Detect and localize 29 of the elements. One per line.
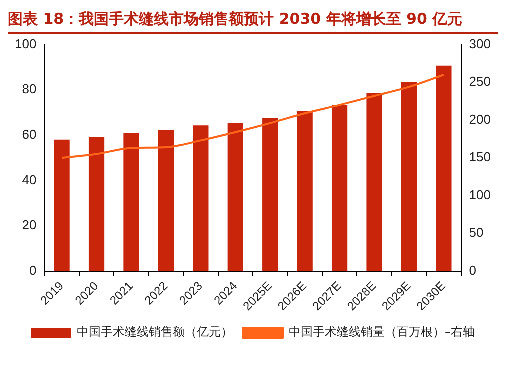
y2-tick-label: 0 [469, 262, 477, 278]
y2-tick-label: 100 [469, 187, 492, 202]
bar [366, 93, 382, 272]
bar [158, 130, 174, 272]
y-tick-label: 60 [22, 126, 37, 142]
bar [297, 111, 313, 272]
line-series [61, 74, 445, 160]
y-tick-label: 100 [14, 36, 37, 52]
y-tick-label: 80 [22, 82, 37, 97]
y-tick-label: 0 [29, 262, 37, 278]
bar [332, 105, 348, 272]
bar [124, 133, 140, 272]
bar [193, 126, 209, 272]
legend-label: 中国手术缝线销量（百万根）–右轴 [289, 325, 475, 340]
chart-title: 图表 18：我国手术缝线市场销售额预计 2030 年将增长至 90 亿元 [8, 8, 498, 34]
legend-label: 中国手术缝线销售额（亿元） [77, 325, 233, 340]
y2-tick-label: 50 [469, 225, 484, 240]
bar [54, 140, 70, 272]
y2-tick-label: 150 [469, 150, 492, 165]
y2-tick-label: 200 [469, 112, 492, 127]
bar [436, 66, 452, 272]
y-tick-label: 40 [22, 172, 37, 188]
bar [262, 118, 278, 272]
y2-tick-label: 300 [469, 36, 492, 52]
y2-tick-label: 250 [469, 74, 492, 90]
bar [401, 82, 418, 272]
bar [228, 123, 244, 272]
y-tick-label: 20 [22, 218, 37, 233]
bar [88, 136, 105, 272]
